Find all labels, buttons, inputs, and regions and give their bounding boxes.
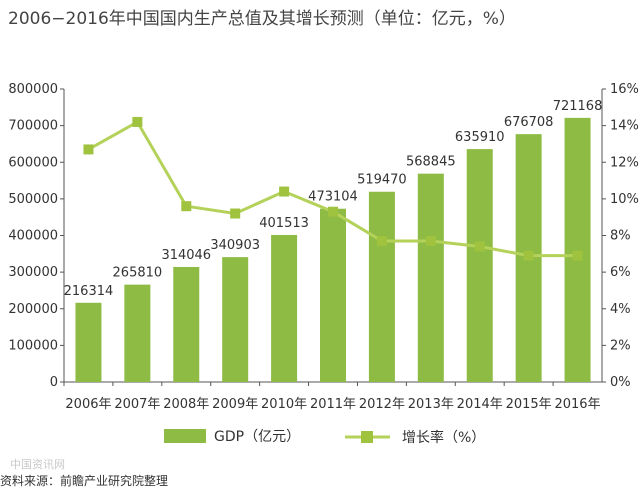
x-tick-label: 2013年 — [408, 397, 454, 412]
right-tick-label: 0% — [610, 375, 631, 390]
legend-growth-label: 增长率（%） — [402, 429, 485, 446]
right-tick-label: 14% — [610, 119, 639, 134]
left-tick-label: 0 — [50, 375, 58, 390]
gdp-bar — [320, 208, 346, 382]
gdp-data-label: 401513 — [259, 216, 309, 231]
gdp-data-label: 676708 — [504, 115, 554, 130]
legend-gdp-label: GDP（亿元） — [214, 429, 300, 445]
gdp-data-label: 635910 — [455, 130, 505, 145]
right-tick-label: 8% — [610, 229, 631, 244]
growth-point — [523, 250, 534, 261]
gdp-data-label: 473104 — [308, 190, 358, 205]
gdp-data-label: 568845 — [406, 155, 456, 170]
gdp-bar — [222, 257, 249, 382]
axes-group: 0 100000 200000 300000 400000 500000 600000 700… — [8, 82, 639, 412]
gdp-bar — [173, 266, 200, 382]
x-tick-label: 2014年 — [457, 397, 503, 412]
growth-point — [181, 201, 192, 212]
legend-gdp-swatch — [164, 429, 206, 443]
gdp-bar — [466, 149, 493, 382]
right-tick-label: 10% — [610, 192, 639, 207]
chart-title: 2006−2016年中国国内生产总值及其增长预测（单位：亿元，%） — [8, 9, 516, 29]
gdp-data-label: 216314 — [64, 284, 114, 299]
x-tick-label: 2015年 — [506, 397, 552, 412]
left-tick-label: 100000 — [8, 338, 58, 353]
x-tick-label: 2012年 — [359, 397, 405, 412]
gdp-bar — [368, 191, 395, 382]
left-tick-label: 500000 — [8, 192, 58, 207]
gdp-bar — [124, 284, 151, 382]
growth-point — [279, 186, 290, 197]
gdp-bar — [271, 234, 298, 382]
gdp-bar — [75, 302, 102, 382]
growth-point — [474, 241, 485, 252]
gdp-data-label: 314046 — [161, 248, 211, 263]
growth-point — [132, 116, 143, 127]
gdp-bar — [564, 117, 591, 382]
growth-point — [425, 235, 436, 246]
gdp-data-label: 265810 — [113, 266, 163, 281]
source-note: 资料来源：前瞻产业研究院整理 — [0, 474, 169, 488]
right-tick-label: 12% — [610, 155, 639, 170]
gdp-data-label: 519470 — [357, 173, 407, 188]
growth-point — [376, 235, 387, 246]
left-tick-label: 700000 — [8, 119, 58, 134]
gdp-data-label: 721168 — [553, 99, 603, 114]
growth-line-group — [83, 116, 583, 261]
x-tick-label: 2010年 — [261, 397, 307, 412]
left-tick-label: 300000 — [8, 265, 58, 280]
left-tick-label: 800000 — [8, 82, 58, 97]
x-tick-label: 2016年 — [554, 397, 600, 412]
left-tick-label: 400000 — [8, 229, 58, 244]
x-tick-label: 2011年 — [310, 397, 356, 412]
x-tick-label: 2006年 — [65, 397, 111, 412]
gdp-data-label: 340903 — [210, 238, 260, 253]
legend-group: GDP（亿元） 增长率（%） — [164, 429, 485, 446]
legend-growth-marker — [361, 431, 373, 443]
watermark-text: 中国资讯网 — [10, 458, 65, 471]
growth-point — [572, 250, 583, 261]
growth-point — [328, 206, 338, 217]
right-tick-label: 6% — [610, 265, 631, 280]
right-tick-label: 2% — [610, 338, 631, 353]
left-tick-label: 200000 — [8, 302, 58, 317]
growth-point — [83, 144, 94, 155]
x-tick-label: 2008年 — [163, 397, 209, 412]
x-tick-label: 2007年 — [114, 397, 160, 412]
right-tick-label: 16% — [610, 82, 639, 97]
right-tick-label: 4% — [610, 302, 631, 317]
left-tick-label: 600000 — [8, 155, 58, 170]
growth-point — [230, 208, 241, 219]
gdp-bar — [417, 173, 444, 382]
x-tick-label: 2009年 — [212, 397, 258, 412]
